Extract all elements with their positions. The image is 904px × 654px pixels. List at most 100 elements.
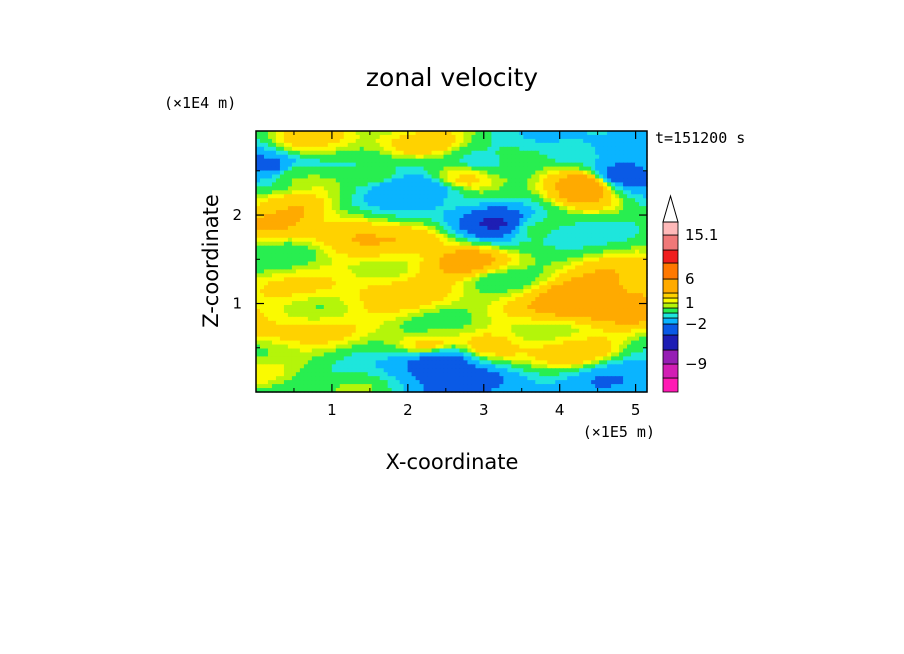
- heatmap-cell: [279, 150, 285, 156]
- heatmap-cell: [371, 281, 377, 286]
- heatmap-cell: [315, 293, 321, 298]
- heatmap-cell: [431, 218, 437, 223]
- heatmap-cell: [615, 150, 620, 156]
- heatmap-cell: [271, 198, 277, 203]
- heatmap-cell: [607, 253, 612, 259]
- heatmap-cell: [619, 186, 624, 191]
- heatmap-cell: [539, 170, 544, 176]
- heatmap-cell: [355, 134, 361, 140]
- heatmap-cell: [511, 194, 516, 199]
- heatmap-cell: [303, 320, 309, 326]
- heatmap-cell: [491, 249, 496, 255]
- heatmap-cell: [383, 257, 389, 263]
- heatmap-cell: [479, 257, 485, 263]
- heatmap-cell: [307, 241, 313, 247]
- heatmap-cell: [463, 138, 469, 144]
- heatmap-cell: [635, 245, 640, 251]
- heatmap-cell: [615, 245, 620, 251]
- heatmap-cell: [475, 225, 481, 231]
- heatmap-cell: [303, 249, 309, 255]
- heatmap-cell: [435, 293, 441, 298]
- heatmap-cell: [407, 308, 413, 314]
- heatmap-cell: [303, 241, 309, 247]
- heatmap-cell: [399, 158, 405, 164]
- heatmap-cell: [479, 328, 485, 334]
- heatmap-cell: [319, 229, 325, 235]
- heatmap-cell: [519, 277, 524, 282]
- heatmap-cell: [483, 146, 489, 152]
- heatmap-cell: [315, 301, 321, 306]
- heatmap-cell: [615, 158, 620, 164]
- heatmap-cell: [256, 249, 261, 255]
- heatmap-cell: [355, 178, 361, 183]
- heatmap-cell: [259, 182, 265, 187]
- heatmap-cell: [535, 261, 540, 267]
- heatmap-cell: [347, 305, 353, 310]
- heatmap-cell: [631, 293, 636, 298]
- heatmap-cell: [543, 218, 548, 223]
- heatmap-cell: [595, 328, 600, 334]
- heatmap-cell: [307, 316, 313, 322]
- heatmap-cell: [319, 174, 325, 180]
- heatmap-cell: [499, 241, 504, 247]
- heatmap-cell: [331, 202, 337, 207]
- heatmap-cell: [263, 142, 269, 148]
- heatmap-cell: [287, 237, 293, 243]
- heatmap-cell: [451, 229, 457, 235]
- heatmap-cell: [315, 229, 321, 235]
- heatmap-cell: [499, 305, 504, 310]
- heatmap-cell: [603, 229, 608, 235]
- heatmap-cell: [419, 273, 425, 278]
- heatmap-cell: [571, 134, 576, 140]
- heatmap-cell: [335, 146, 341, 152]
- heatmap-cell: [331, 134, 337, 140]
- heatmap-cell: [499, 150, 504, 156]
- heatmap-cell: [571, 146, 576, 152]
- heatmap-cell: [275, 241, 281, 247]
- heatmap-cell: [256, 210, 261, 215]
- heatmap-cell: [571, 308, 576, 314]
- heatmap-cell: [623, 316, 628, 322]
- heatmap-cell: [311, 312, 317, 318]
- heatmap-cell: [299, 210, 305, 215]
- heatmap-cell: [555, 253, 560, 259]
- heatmap-cell: [623, 301, 628, 306]
- heatmap-cell: [475, 218, 481, 223]
- heatmap-cell: [495, 225, 500, 231]
- heatmap-cell: [267, 158, 273, 164]
- heatmap-cell: [527, 138, 532, 144]
- heatmap-cell: [599, 202, 604, 207]
- heatmap-cell: [439, 328, 445, 334]
- heatmap-cell: [431, 308, 437, 314]
- heatmap-cell: [483, 293, 489, 298]
- heatmap-cell: [287, 229, 293, 235]
- heatmap-cell: [607, 261, 612, 267]
- heatmap-cell: [431, 174, 437, 180]
- heatmap-cell: [643, 166, 648, 172]
- heatmap-cell: [475, 150, 481, 156]
- heatmap-cell: [519, 285, 524, 290]
- heatmap-cell: [507, 154, 512, 160]
- heatmap-cell: [611, 182, 616, 187]
- heatmap-cell: [639, 131, 644, 136]
- heatmap-cell: [283, 281, 289, 286]
- heatmap-cell: [295, 297, 301, 302]
- heatmap-cell: [551, 131, 556, 136]
- heatmap-cell: [351, 281, 357, 286]
- heatmap-cell: [335, 273, 341, 278]
- heatmap-cell: [507, 190, 512, 195]
- heatmap-cell: [615, 138, 620, 144]
- heatmap-cell: [423, 166, 429, 172]
- heatmap-cell: [271, 297, 277, 302]
- heatmap-cell: [627, 324, 632, 330]
- heatmap-cell: [259, 186, 265, 191]
- heatmap-cell: [256, 289, 261, 294]
- heatmap-cell: [299, 312, 305, 318]
- heatmap-cell: [447, 202, 453, 207]
- heatmap-cell: [527, 308, 532, 314]
- heatmap-cell: [439, 305, 445, 310]
- heatmap-cell: [539, 186, 544, 191]
- heatmap-cell: [303, 316, 309, 322]
- heatmap-cell: [527, 289, 532, 294]
- heatmap-cell: [543, 134, 548, 140]
